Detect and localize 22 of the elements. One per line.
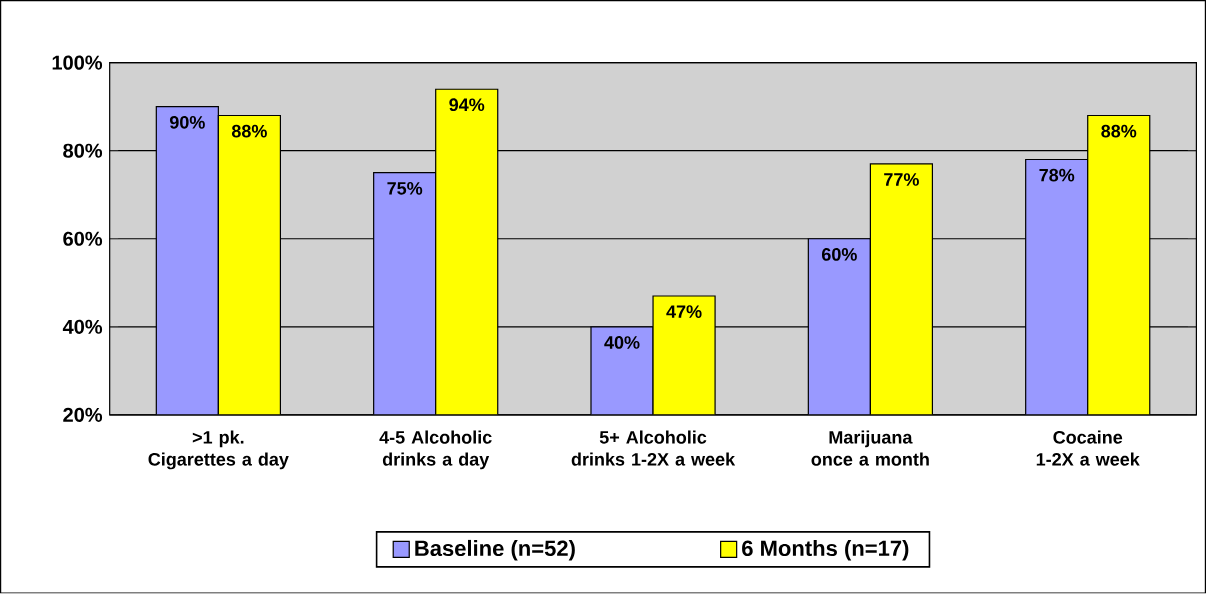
y-tick-label: 60% <box>63 231 103 247</box>
y-tick-label: 80% <box>63 143 103 158</box>
y-tick-label: 100% <box>52 55 103 70</box>
y-tick-label: 40% <box>62 319 103 335</box>
data-label: 90% <box>169 116 205 129</box>
legend-label: Baseline (n=52) <box>415 540 575 561</box>
data-label: 77% <box>884 173 919 187</box>
data-label: 94% <box>449 98 485 112</box>
data-label: 88% <box>231 124 267 138</box>
x-tick-label: 5+ Alcoholic drinks 1-2X a week <box>571 430 736 466</box>
y-tick-label: 20% <box>63 407 103 423</box>
data-label: 47% <box>666 305 702 319</box>
x-tick-label: Cocaine 1-2X a week <box>1036 430 1140 466</box>
data-label: 78% <box>1039 168 1075 182</box>
data-label: 75% <box>387 182 423 195</box>
x-tick-label: >1 pk. Cigarettes a day <box>148 430 289 470</box>
legend-label: 6 Months (n=17) <box>742 540 909 561</box>
data-label: 88% <box>1101 124 1137 138</box>
data-label: 40% <box>604 336 640 350</box>
data-label: 60% <box>821 248 857 261</box>
x-tick-label: Marijuana once a month <box>811 430 929 466</box>
x-tick-label: 4-5 Alcoholic drinks a day <box>379 430 492 470</box>
